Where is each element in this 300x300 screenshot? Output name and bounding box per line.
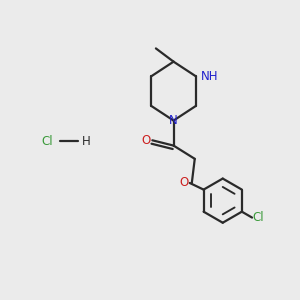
Text: N: N <box>169 114 178 127</box>
Text: Cl: Cl <box>41 135 53 148</box>
Text: H: H <box>82 135 91 148</box>
Text: O: O <box>141 134 151 147</box>
Text: O: O <box>180 176 189 190</box>
Text: NH: NH <box>200 70 218 83</box>
Text: Cl: Cl <box>253 211 264 224</box>
